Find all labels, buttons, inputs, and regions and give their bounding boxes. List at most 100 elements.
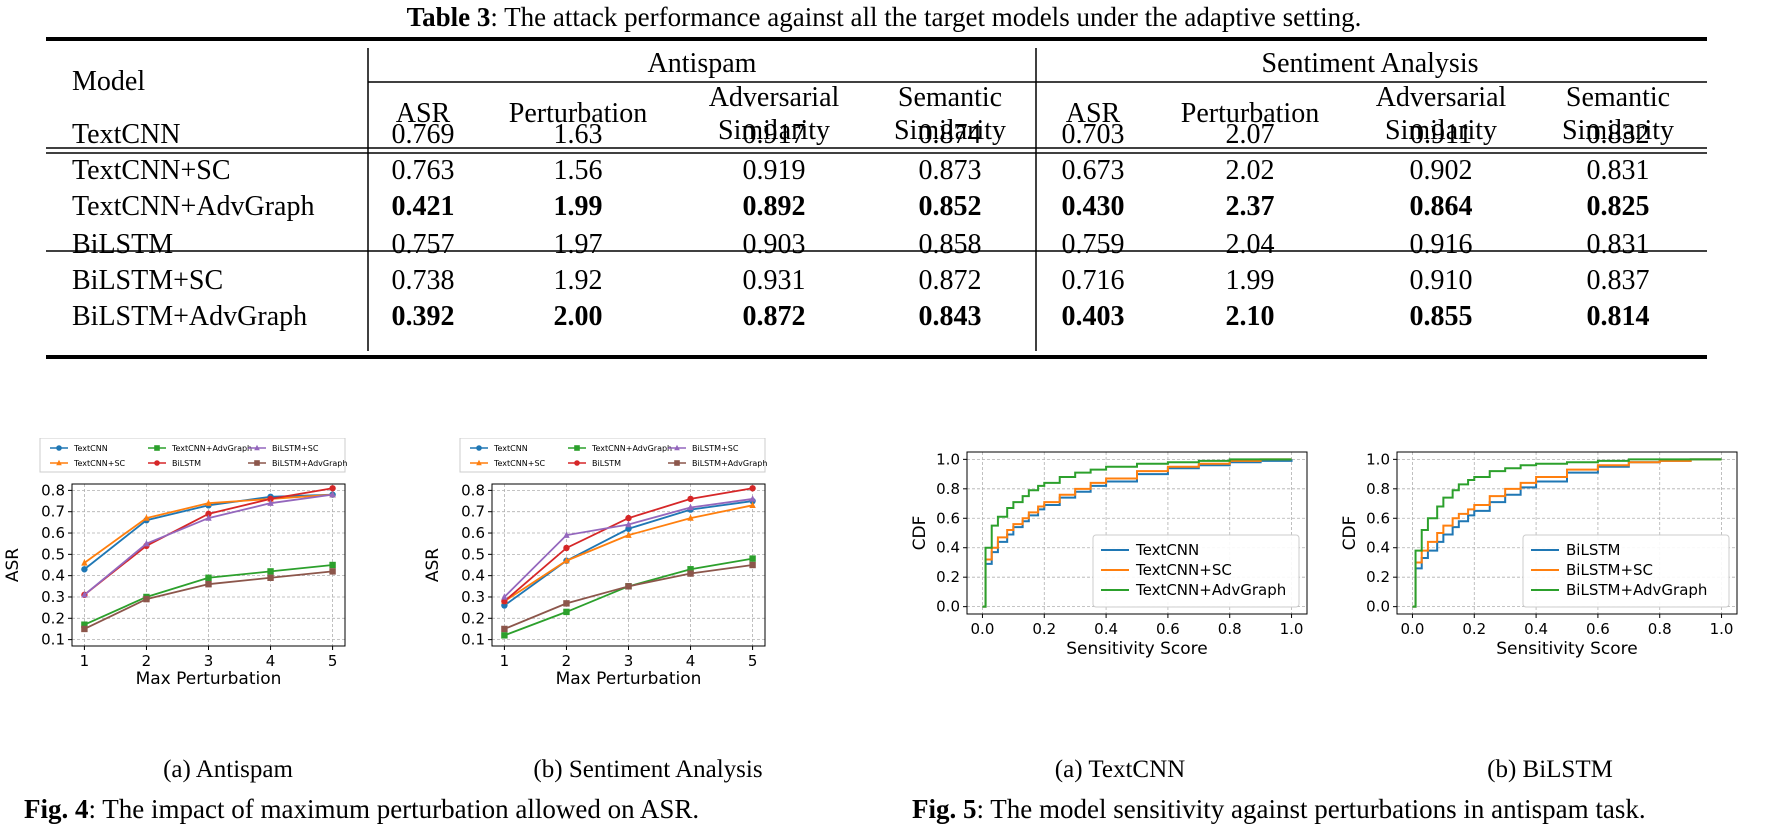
subheader: Similarity xyxy=(1385,115,1497,146)
table-cell: 0.392 xyxy=(392,301,455,332)
data-point xyxy=(267,495,274,503)
y-tick-label: 0.8 xyxy=(1366,480,1390,498)
data-point xyxy=(501,593,508,600)
fig5-caption-text: : The model sensitivity against perturba… xyxy=(976,794,1646,824)
table-row-model: BiLSTM+AdvGraph xyxy=(72,301,307,332)
table-caption: Table 3: The attack performance against … xyxy=(0,2,1768,33)
x-tick-label: 0.8 xyxy=(1648,620,1672,638)
table-cell: 1.97 xyxy=(554,229,603,260)
table-cell: 0.673 xyxy=(1062,155,1125,186)
cdf-line xyxy=(982,458,1292,608)
data-point xyxy=(687,566,694,573)
x-axis-label: Sensitivity Score xyxy=(1496,639,1638,659)
y-axis-label: CDF xyxy=(910,516,930,551)
group-antispam: Antispam xyxy=(648,48,757,79)
subheader: Semantic xyxy=(1566,82,1670,113)
legend-label: BiLSTM xyxy=(172,459,201,468)
x-tick-label: 2 xyxy=(562,652,572,670)
legend-label: BiLSTM xyxy=(592,459,621,468)
table-cell: 0.874 xyxy=(919,119,982,150)
subheader: Adversarial xyxy=(709,82,840,113)
table-cell: 0.873 xyxy=(919,155,982,186)
subheader: Semantic xyxy=(898,82,1002,113)
fig5b-chart: 0.0 0.2 0.4 0.6 0.8 1.0 0.0 0.2 0.4 0.6 0.8 1.0 Sens… xyxy=(1340,450,1738,659)
data-point xyxy=(267,568,274,575)
data-point xyxy=(254,444,260,451)
data-point xyxy=(81,566,88,573)
x-axis-label: Max Perturbation xyxy=(556,669,702,689)
subheader: Similarity xyxy=(894,115,1006,146)
data-point xyxy=(563,557,570,564)
legend-frame xyxy=(459,438,766,473)
table-cell: 0.872 xyxy=(743,301,806,332)
data-point xyxy=(205,510,212,518)
y-tick-label: 0.4 xyxy=(41,567,65,585)
data-point xyxy=(329,485,336,492)
x-tick-label: 0.6 xyxy=(1586,620,1610,638)
legend-label: BiLSTM+AdvGraph xyxy=(692,459,767,468)
table-cell: 2.10 xyxy=(1226,301,1275,332)
data-point xyxy=(501,632,508,639)
data-point xyxy=(205,499,212,506)
y-tick-label: 0.6 xyxy=(41,524,65,542)
data-point xyxy=(687,514,694,521)
data-point xyxy=(329,490,336,498)
legend-label: BiLSTM+SC xyxy=(1566,561,1653,579)
group-sentiment: Sentiment Analysis xyxy=(1262,48,1479,79)
cdf-line xyxy=(1412,458,1722,608)
legend-label: TextCNN xyxy=(1135,541,1199,559)
table-row-model: TextCNN+AdvGraph xyxy=(72,191,314,222)
data-point xyxy=(267,574,274,581)
table-caption-text: : The attack performance against all the… xyxy=(490,2,1362,32)
table-cell: 2.00 xyxy=(554,301,603,332)
plot-frame xyxy=(1396,451,1738,615)
y-tick-label: 0.5 xyxy=(461,545,485,563)
data-point xyxy=(749,561,756,569)
table-cell: 1.99 xyxy=(554,191,603,222)
fig5b-legend: BiLSTM BiLSTM+SC BiLSTM+AdvGraph xyxy=(1522,534,1730,608)
data-point xyxy=(674,460,680,466)
y-tick-label: 0.2 xyxy=(41,609,65,627)
table-cell: 0.769 xyxy=(392,119,455,150)
table-cell: 0.763 xyxy=(392,155,455,186)
data-point xyxy=(574,460,580,466)
x-tick-label: 0.0 xyxy=(971,620,995,638)
legend-label: BiLSTM xyxy=(1566,541,1620,559)
data-point xyxy=(81,591,88,598)
table-cell: 0.843 xyxy=(919,301,982,332)
legend-label: TextCNN+SC xyxy=(1135,561,1232,579)
data-point xyxy=(205,580,212,588)
table-cell: 2.04 xyxy=(1226,229,1275,260)
cdf-line xyxy=(1412,458,1722,608)
legend-label: BiLSTM+AdvGraph xyxy=(1566,581,1707,599)
legend-frame xyxy=(39,438,346,473)
table-cell: 0.814 xyxy=(1587,301,1650,332)
fig4b-legend: TextCNN TextCNN+SC TextCNN+AdvGraph BiLSTM B… xyxy=(459,438,767,473)
legend-label: TextCNN+AdvGraph xyxy=(1135,581,1286,599)
fig5a-chart: 0.0 0.2 0.4 0.6 0.8 1.0 0.0 0.2 0.4 0.6 0.8 1.0 Sens… xyxy=(910,450,1308,659)
table-cell: 0.903 xyxy=(743,229,806,260)
plot-frame xyxy=(966,451,1308,615)
table-cell: 2.37 xyxy=(1226,191,1275,222)
table-cell: 0.902 xyxy=(1410,155,1473,186)
subheader: Perturbation xyxy=(1181,98,1319,129)
y-tick-label: 0.1 xyxy=(461,631,485,649)
table-cell: 0.852 xyxy=(919,191,982,222)
subheader: Adversarial xyxy=(1376,82,1507,113)
fig4a-legend: TextCNN TextCNN+SC TextCNN+AdvGraph BiLSTM B… xyxy=(39,438,347,473)
data-point xyxy=(81,621,88,628)
fig4-caption: Fig. 4: The impact of maximum perturbati… xyxy=(24,794,699,825)
table-cell: 0.831 xyxy=(1587,229,1650,260)
data-point xyxy=(81,559,88,566)
x-tick-label: 1.0 xyxy=(1710,620,1734,638)
table-cell: 0.911 xyxy=(1410,119,1472,150)
data-point xyxy=(329,561,336,569)
fig5-caption-label: Fig. 5 xyxy=(912,794,977,824)
table-row-model: TextCNN+SC xyxy=(72,155,231,186)
table-cell: 1.63 xyxy=(554,119,603,150)
data-point xyxy=(154,460,160,466)
y-tick-label: 1.0 xyxy=(936,450,960,468)
table-cell: 0.825 xyxy=(1587,191,1650,222)
data-point xyxy=(267,499,274,506)
fig4b-subcaption: (b) Sentiment Analysis xyxy=(533,756,763,783)
